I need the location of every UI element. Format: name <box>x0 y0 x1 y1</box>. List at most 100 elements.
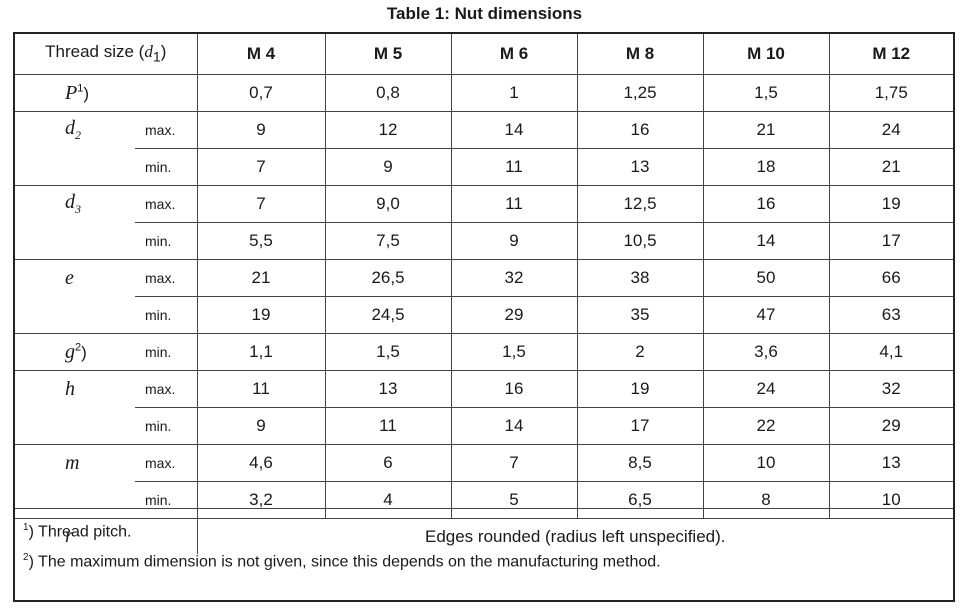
tolerance-label: min. <box>135 296 197 334</box>
cell: 3,2 <box>196 481 325 519</box>
cell: 16 <box>450 370 577 408</box>
cell: 11 <box>196 370 325 408</box>
cell: 7 <box>196 148 325 186</box>
cell: 32 <box>828 370 953 408</box>
cell: 32 <box>450 259 577 297</box>
table-row-r: r Edges rounded (radius left unspecified… <box>15 518 953 554</box>
table-row-d3-min: min. 5,5 7,5 9 10,5 14 17 <box>15 222 953 260</box>
table-row-p: P1) 0,7 0,8 1 1,25 1,5 1,75 <box>15 74 953 112</box>
tolerance-label: min. <box>135 481 197 519</box>
cell: 14 <box>450 111 577 149</box>
table-caption: Table 1: Nut dimensions <box>386 4 583 23</box>
cell: 4,1 <box>828 333 953 371</box>
col-header-m5: M 5 <box>324 34 451 75</box>
table-row-m-min: min. 3,2 4 5 6,5 8 10 <box>15 481 953 519</box>
footnote-1: 1) Thread pitch. <box>23 522 132 541</box>
cell: 50 <box>702 259 829 297</box>
table-row-d2-min: min. 7 9 11 13 18 21 <box>15 148 953 186</box>
cell: 17 <box>576 407 703 445</box>
tolerance-label: min. <box>135 333 197 371</box>
cell: 9 <box>196 111 325 149</box>
cell: 5 <box>450 481 577 519</box>
cell: 4 <box>324 481 451 519</box>
cell: 11 <box>324 407 451 445</box>
table-row-m-max: m max. 4,6 6 7 8,5 10 13 <box>15 444 953 482</box>
cell: 12 <box>324 111 451 149</box>
tolerance-label: max. <box>135 185 197 223</box>
cell: 13 <box>828 444 953 482</box>
cell: 9 <box>196 407 325 445</box>
cell: 29 <box>450 296 577 334</box>
header-row: Thread size (d1) M 4 M 5 M 6 M 8 M 10 M … <box>15 34 953 75</box>
cell: 16 <box>702 185 829 223</box>
cell: 13 <box>324 370 451 408</box>
cell: 1,75 <box>828 74 953 112</box>
cell: 22 <box>702 407 829 445</box>
cell: 2 <box>576 333 703 371</box>
edges-note: Edges rounded (radius left unspecified). <box>196 518 953 554</box>
col-header-m4: M 4 <box>196 34 325 75</box>
cell: 7 <box>196 185 325 223</box>
tolerance-label: min. <box>135 407 197 445</box>
cell: 26,5 <box>324 259 451 297</box>
nut-dimensions-table: Thread size (d1) M 4 M 5 M 6 M 8 M 10 M … <box>15 34 953 554</box>
cell: 0,8 <box>324 74 451 112</box>
cell: 9 <box>324 148 451 186</box>
cell: 13 <box>576 148 703 186</box>
tolerance-label: max. <box>135 370 197 408</box>
cell: 6,5 <box>576 481 703 519</box>
cell: 10,5 <box>576 222 703 260</box>
cell: 0,7 <box>196 74 325 112</box>
cell: 19 <box>576 370 703 408</box>
cell: 10 <box>702 444 829 482</box>
cell: 21 <box>828 148 953 186</box>
cell: 1,5 <box>450 333 577 371</box>
table-row-h-max: h max. 11 13 16 19 24 32 <box>15 370 953 408</box>
nut-dimensions-table-frame: Thread size (d1) M 4 M 5 M 6 M 8 M 10 M … <box>13 32 955 602</box>
col-header-m10: M 10 <box>702 34 829 75</box>
cell: 38 <box>576 259 703 297</box>
symbol-spacer <box>15 149 135 186</box>
cell: 1 <box>450 74 577 112</box>
thread-size-header: Thread size (d1) <box>45 42 167 66</box>
symbol-m: m <box>15 444 135 482</box>
cell: 24,5 <box>324 296 451 334</box>
cell: 7,5 <box>324 222 451 260</box>
table-row-g-min: g2) min. 1,1 1,5 1,5 2 3,6 4,1 <box>15 333 953 371</box>
footnotes: 1) Thread pitch. 2) The maximum dimensio… <box>15 508 953 576</box>
cell: 4,6 <box>196 444 325 482</box>
symbol-p: P1) <box>15 74 197 112</box>
cell: 7 <box>450 444 577 482</box>
table-row-d2-max: d2 max. 9 12 14 16 21 24 <box>15 111 953 149</box>
col-header-m6: M 6 <box>450 34 577 75</box>
cell: 19 <box>196 296 325 334</box>
cell: 1,25 <box>576 74 703 112</box>
table-row-e-max: e max. 21 26,5 32 38 50 66 <box>15 259 953 297</box>
tolerance-label: max. <box>135 444 197 482</box>
cell: 11 <box>450 148 577 186</box>
cell: 11 <box>450 185 577 223</box>
col-header-m8: M 8 <box>576 34 703 75</box>
cell: 18 <box>702 148 829 186</box>
symbol-r: r <box>15 518 197 554</box>
footnote-2: 2) The maximum dimension is not given, s… <box>23 552 661 571</box>
cell: 21 <box>196 259 325 297</box>
cell: 8 <box>702 481 829 519</box>
cell: 1,5 <box>324 333 451 371</box>
tolerance-label: min. <box>135 148 197 186</box>
cell: 17 <box>828 222 953 260</box>
cell: 10 <box>828 481 953 519</box>
col-header-m12: M 12 <box>828 34 953 75</box>
cell: 24 <box>702 370 829 408</box>
cell: 16 <box>576 111 703 149</box>
cell: 8,5 <box>576 444 703 482</box>
cell: 47 <box>702 296 829 334</box>
cell: 19 <box>828 185 953 223</box>
symbol-spacer <box>15 297 135 334</box>
cell: 6 <box>324 444 451 482</box>
cell: 1,5 <box>702 74 829 112</box>
symbol-g: g2) <box>15 333 135 371</box>
cell: 29 <box>828 407 953 445</box>
cell: 63 <box>828 296 953 334</box>
cell: 9,0 <box>324 185 451 223</box>
